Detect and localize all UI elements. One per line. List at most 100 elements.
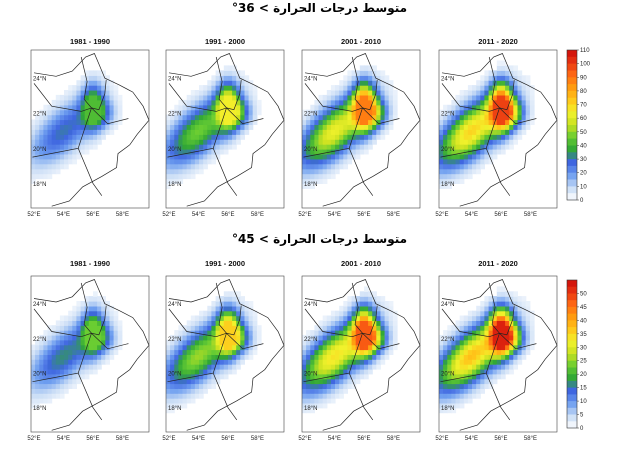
colorbar-tick-label: 25 bbox=[580, 359, 587, 365]
colorbar-tick-label: 80 bbox=[580, 89, 587, 95]
country-border bbox=[441, 83, 500, 112]
panel-period-label: 1991 - 2000 bbox=[205, 259, 245, 268]
lon-tick-label: 52°E bbox=[298, 436, 311, 442]
row2-title: متوسط درجات الحرارة > 45° bbox=[231, 232, 408, 246]
colorbar-tick-label: 50 bbox=[580, 130, 587, 136]
panel-2-4: 2011 - 2020 24°N 22°N 20°N 18°N 52°E 54°E 56°E 5… bbox=[435, 259, 558, 442]
panel-2-3: 2001 - 2010 24°N 22°N 20°N 18°N 52°E 54°E 56°E 5… bbox=[298, 259, 421, 442]
lat-tick-label: 22°N bbox=[33, 112, 46, 118]
country-border bbox=[33, 53, 150, 207]
colorbar-tick-label: 45 bbox=[580, 305, 587, 311]
lon-tick-label: 56°E bbox=[86, 436, 99, 442]
lon-tick-label: 54°E bbox=[465, 212, 478, 218]
colorbar-tick-label: 40 bbox=[580, 318, 587, 324]
colorbar-tick-label: 50 bbox=[580, 291, 587, 297]
heat-field bbox=[302, 65, 398, 189]
colorbar-tick-label: 20 bbox=[580, 171, 587, 177]
country-border bbox=[77, 148, 103, 196]
country-border bbox=[348, 372, 374, 421]
lon-tick-label: 54°E bbox=[328, 436, 341, 442]
colorbar-tick-label: 10 bbox=[580, 399, 587, 405]
lon-tick-label: 56°E bbox=[357, 436, 370, 442]
colorbar-tick-label: 35 bbox=[580, 332, 587, 338]
lon-tick-label: 56°E bbox=[494, 436, 507, 442]
lat-tick-label: 20°N bbox=[33, 372, 46, 378]
lon-tick-label: 56°E bbox=[494, 212, 507, 218]
country-border bbox=[33, 83, 92, 112]
lat-tick-label: 24°N bbox=[304, 302, 317, 308]
colorbar-tick-label: 10 bbox=[580, 184, 587, 190]
country-border bbox=[441, 279, 558, 431]
lon-tick-label: 58°E bbox=[387, 436, 400, 442]
lon-tick-label: 58°E bbox=[524, 436, 537, 442]
lon-tick-label: 58°E bbox=[524, 212, 537, 218]
lat-tick-label: 18°N bbox=[168, 406, 181, 412]
colorbar-tick-label: 70 bbox=[580, 103, 587, 109]
heat-field bbox=[166, 291, 262, 414]
lon-tick-label: 54°E bbox=[192, 212, 205, 218]
lat-tick-label: 18°N bbox=[33, 182, 46, 188]
colorbar-tick-label: 30 bbox=[580, 157, 587, 163]
lon-tick-label: 58°E bbox=[251, 212, 264, 218]
lat-tick-label: 24°N bbox=[168, 302, 181, 308]
country-border bbox=[348, 148, 374, 196]
colorbar-tick-label: 40 bbox=[580, 143, 587, 149]
lat-tick-label: 24°N bbox=[441, 77, 454, 83]
colorbar-tick-label: 0 bbox=[580, 198, 584, 204]
country-border bbox=[304, 83, 363, 112]
panel-period-label: 2001 - 2010 bbox=[341, 37, 381, 46]
lon-tick-label: 52°E bbox=[298, 212, 311, 218]
lat-tick-label: 18°N bbox=[33, 406, 46, 412]
row1-title: متوسط درجات الحرارة > 36° bbox=[231, 1, 408, 15]
heat-field bbox=[439, 286, 535, 414]
lon-tick-label: 52°E bbox=[435, 212, 448, 218]
lat-tick-label: 18°N bbox=[441, 182, 454, 188]
lat-tick-label: 20°N bbox=[441, 147, 454, 153]
panel-period-label: 2011 - 2020 bbox=[478, 37, 518, 46]
lat-tick-label: 22°N bbox=[168, 337, 181, 343]
lat-tick-label: 22°N bbox=[304, 112, 317, 118]
country-border bbox=[77, 372, 103, 421]
country-border bbox=[304, 279, 421, 431]
colorbar-tick-label: 110 bbox=[580, 48, 590, 54]
lon-tick-label: 54°E bbox=[192, 436, 205, 442]
panel-period-label: 1981 - 1990 bbox=[70, 37, 110, 46]
lon-tick-label: 52°E bbox=[27, 212, 40, 218]
lat-tick-label: 24°N bbox=[168, 77, 181, 83]
lat-tick-label: 20°N bbox=[441, 372, 454, 378]
panel-period-label: 2011 - 2020 bbox=[478, 259, 518, 268]
country-border bbox=[304, 53, 421, 207]
country-border bbox=[168, 308, 227, 338]
lat-tick-label: 20°N bbox=[304, 372, 317, 378]
lat-tick-label: 22°N bbox=[441, 112, 454, 118]
colorbar-tick-label: 5 bbox=[580, 413, 584, 419]
lon-tick-label: 56°E bbox=[86, 212, 99, 218]
colorbar-tick-label: 60 bbox=[580, 116, 587, 122]
country-border bbox=[212, 148, 238, 196]
lon-tick-label: 56°E bbox=[221, 436, 234, 442]
lat-tick-label: 20°N bbox=[304, 147, 317, 153]
lon-tick-label: 56°E bbox=[357, 212, 370, 218]
lat-tick-label: 22°N bbox=[33, 337, 46, 343]
country-border bbox=[168, 279, 285, 431]
lat-tick-label: 18°N bbox=[168, 182, 181, 188]
colorbar-tick-label: 0 bbox=[580, 426, 584, 432]
panel-1-4: 2011 - 2020 24°N 22°N 20°N 18°N 52°E 54°E 56°E 5… bbox=[435, 37, 558, 218]
lat-tick-label: 18°N bbox=[441, 406, 454, 412]
country-border bbox=[485, 148, 511, 196]
lat-tick-label: 24°N bbox=[441, 302, 454, 308]
lon-tick-label: 54°E bbox=[465, 436, 478, 442]
country-border bbox=[441, 308, 500, 338]
heat-field bbox=[166, 65, 262, 189]
lon-tick-label: 52°E bbox=[162, 436, 175, 442]
lon-tick-label: 52°E bbox=[162, 212, 175, 218]
lat-tick-label: 20°N bbox=[168, 147, 181, 153]
panel-1-2: 1991 - 2000 24°N 22°N 20°N 18°N 52°E 54°E 56°E 5… bbox=[162, 37, 285, 218]
lon-tick-label: 56°E bbox=[221, 212, 234, 218]
lat-tick-label: 18°N bbox=[304, 406, 317, 412]
lat-tick-label: 18°N bbox=[304, 182, 317, 188]
country-border bbox=[33, 308, 92, 338]
